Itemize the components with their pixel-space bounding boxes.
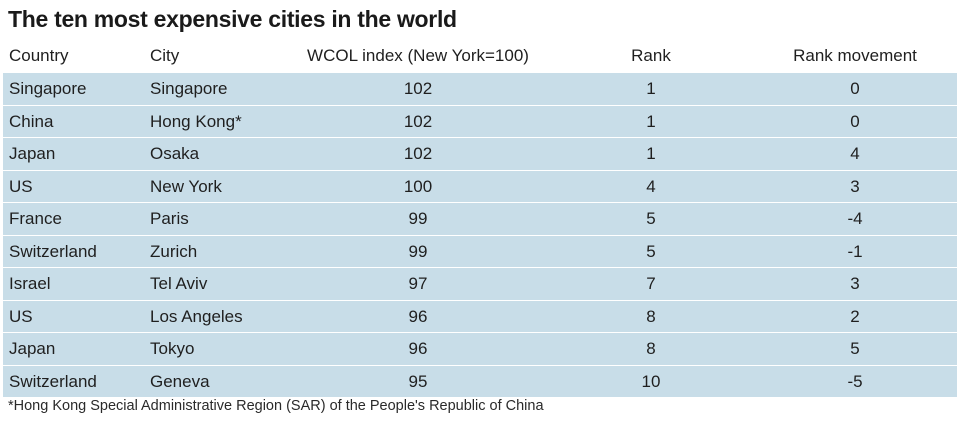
table-header-row: Country City WCOL index (New York=100) R… xyxy=(3,40,957,72)
cell-index: 99 xyxy=(408,241,428,261)
table-row: Japan Osaka 102 1 4 xyxy=(3,137,957,170)
cell-movement: 2 xyxy=(850,306,860,326)
cell-index: 99 xyxy=(408,209,428,228)
cell-city: Osaka xyxy=(150,144,200,163)
cell-index: 96 xyxy=(408,339,428,358)
cell-country: Israel xyxy=(9,274,51,293)
cell-rank: 1 xyxy=(646,79,656,98)
cell-movement: -1 xyxy=(847,241,863,261)
cell-city: New York xyxy=(150,176,222,196)
header-city: City xyxy=(150,46,180,65)
cell-index: 96 xyxy=(408,306,428,326)
page-title: The ten most expensive cities in the wor… xyxy=(8,6,457,32)
cell-movement: 5 xyxy=(850,339,860,358)
cell-country: Japan xyxy=(9,144,56,163)
cell-country: Switzerland xyxy=(9,371,97,391)
cell-city: Geneva xyxy=(150,371,210,391)
cell-city: Tokyo xyxy=(150,339,195,358)
table-row: Israel Tel Aviv 97 7 3 xyxy=(3,267,957,300)
table-row: Singapore Singapore 102 1 0 xyxy=(3,72,957,105)
cell-city: Zurich xyxy=(150,241,198,261)
cell-city: Los Angeles xyxy=(150,306,243,326)
cell-city: Tel Aviv xyxy=(150,274,208,293)
cell-rank: 1 xyxy=(646,111,656,131)
table-row: Japan Tokyo 96 8 5 xyxy=(3,332,957,365)
cell-movement: -5 xyxy=(847,371,863,391)
cell-rank: 1 xyxy=(646,144,656,163)
table-row: China Hong Kong* 102 1 0 xyxy=(3,104,957,137)
cell-country: Japan xyxy=(9,339,56,358)
cell-movement: 0 xyxy=(850,79,860,98)
header-rank: Rank xyxy=(631,46,671,65)
header-country: Country xyxy=(9,46,69,65)
cell-city: Paris xyxy=(150,209,189,228)
header-wcol-index: WCOL index (New York=100) xyxy=(307,46,529,65)
cell-movement: 0 xyxy=(850,111,860,131)
cell-rank: 10 xyxy=(641,371,661,391)
cell-city: Singapore xyxy=(150,79,228,98)
header-rank-movement: Rank movement xyxy=(793,46,917,65)
cell-movement: 3 xyxy=(850,274,860,293)
cell-movement: 3 xyxy=(850,176,860,196)
cell-rank: 7 xyxy=(646,274,656,293)
table-row: US New York 100 4 3 xyxy=(3,169,957,202)
cell-country: US xyxy=(9,306,33,326)
cell-country: US xyxy=(9,176,33,196)
cell-index: 102 xyxy=(403,79,433,98)
cell-index: 100 xyxy=(403,176,433,196)
cell-movement: 4 xyxy=(850,144,860,163)
table-row: US Los Angeles 96 8 2 xyxy=(3,299,957,332)
table-row: Switzerland Geneva 95 10 -5 xyxy=(3,364,957,397)
cities-table: Country City WCOL index (New York=100) R… xyxy=(3,40,957,397)
cell-rank: 4 xyxy=(646,176,656,196)
cell-country: Singapore xyxy=(9,79,87,98)
cell-movement: -4 xyxy=(847,209,863,228)
cell-country: France xyxy=(9,209,62,228)
cell-rank: 8 xyxy=(646,339,656,358)
cell-index: 102 xyxy=(403,144,433,163)
table-row: France Paris 99 5 -4 xyxy=(3,202,957,235)
cell-city: Hong Kong* xyxy=(150,111,242,131)
cell-rank: 5 xyxy=(646,241,656,261)
cell-index: 102 xyxy=(403,111,433,131)
table-row: Switzerland Zurich 99 5 -1 xyxy=(3,234,957,267)
footnote: *Hong Kong Special Administrative Region… xyxy=(8,398,544,414)
cell-index: 97 xyxy=(408,274,428,293)
cell-country: China xyxy=(9,111,54,131)
cell-rank: 5 xyxy=(646,209,656,228)
cell-country: Switzerland xyxy=(9,241,97,261)
cell-index: 95 xyxy=(408,371,428,391)
cell-rank: 8 xyxy=(646,306,656,326)
